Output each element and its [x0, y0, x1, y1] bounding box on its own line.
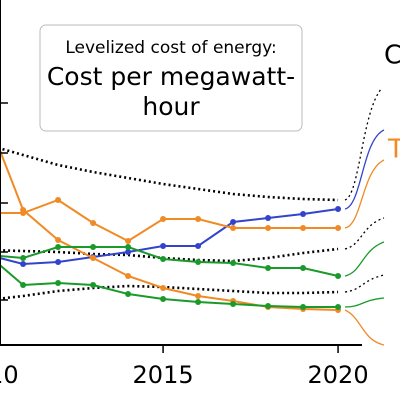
point — [55, 237, 62, 243]
chart-title: Levelized cost of energy: — [65, 38, 276, 58]
point — [90, 244, 97, 250]
point — [335, 206, 342, 212]
point — [160, 296, 167, 302]
subtitle-box: Cost per megawatt-hour — [46, 62, 296, 121]
annotation: C — [384, 41, 400, 71]
point — [20, 282, 27, 288]
annotation: T — [387, 135, 400, 165]
point — [230, 219, 237, 225]
point — [20, 255, 27, 261]
connector — [344, 87, 383, 201]
point — [230, 301, 237, 307]
series-line — [0, 147, 339, 202]
series-line — [0, 208, 339, 266]
point — [160, 285, 167, 291]
point — [55, 197, 62, 203]
title-box — [39, 24, 303, 132]
series-line — [0, 284, 339, 300]
point — [335, 225, 342, 231]
point — [160, 256, 167, 262]
connector — [344, 297, 385, 308]
x-tick-label: 2010 — [0, 361, 19, 389]
point — [55, 259, 62, 265]
point — [195, 299, 202, 305]
point — [160, 216, 167, 222]
x-tick-label: 2020 — [308, 361, 369, 389]
connector — [344, 217, 385, 250]
point — [55, 244, 62, 250]
x-tick-label: 2015 — [133, 361, 194, 389]
point — [20, 261, 27, 267]
connector — [344, 309, 385, 346]
connector — [344, 129, 385, 210]
point — [125, 249, 132, 255]
connector — [344, 241, 385, 277]
point — [125, 244, 132, 250]
point — [300, 225, 307, 231]
point — [195, 259, 202, 265]
point — [195, 216, 202, 222]
point — [90, 255, 97, 261]
chart-subtitle: Cost per megawatt-hour — [46, 62, 296, 121]
point — [90, 282, 97, 288]
point — [300, 211, 307, 217]
point — [335, 273, 342, 279]
point — [125, 273, 132, 279]
point — [230, 225, 237, 231]
point — [335, 304, 342, 310]
point — [300, 265, 307, 271]
point — [265, 303, 272, 309]
point — [55, 280, 62, 286]
point — [90, 220, 97, 226]
point — [265, 225, 272, 231]
plot-area — [0, 147, 342, 313]
point — [265, 265, 272, 271]
point — [125, 291, 132, 297]
point — [265, 215, 272, 221]
point — [160, 243, 167, 249]
connectors — [344, 87, 385, 346]
point — [195, 293, 202, 299]
point — [125, 238, 132, 244]
point — [300, 304, 307, 310]
point — [195, 243, 202, 249]
connector — [344, 159, 385, 229]
point — [20, 207, 27, 213]
connector — [344, 274, 385, 293]
point — [230, 260, 237, 266]
